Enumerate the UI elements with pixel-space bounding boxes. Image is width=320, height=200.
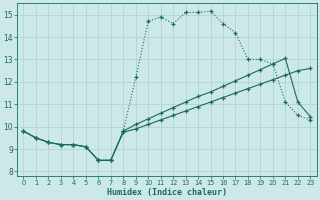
X-axis label: Humidex (Indice chaleur): Humidex (Indice chaleur) [107, 188, 227, 197]
